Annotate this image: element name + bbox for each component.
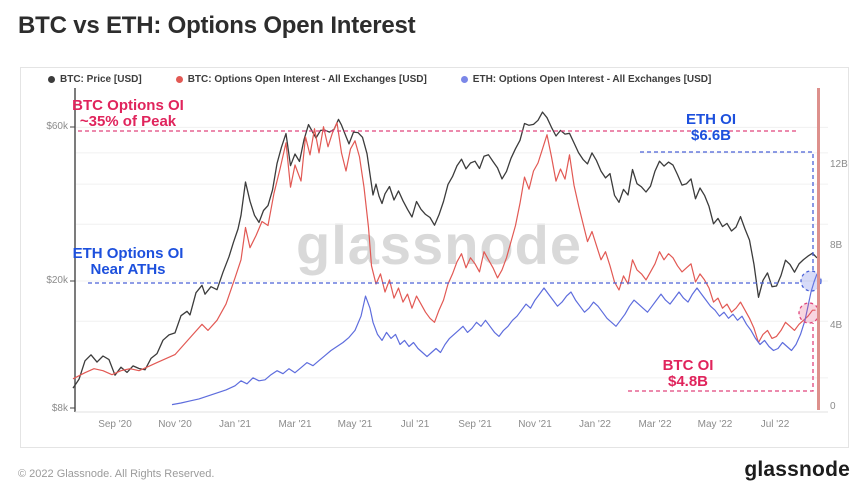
legend-dot-icon (48, 75, 55, 83)
annotation-line: $4.8B (667, 373, 709, 390)
axis-tick-label: 0 (830, 401, 836, 412)
annotation-line: ETH Options OI (72, 245, 184, 262)
glassnode-logo: glassnode (744, 458, 850, 481)
axis-tick-label: Nov '21 (518, 419, 552, 430)
annotation-line: Near ATHs (90, 261, 166, 278)
annotation-eth-oi-ath: ETH Options OI Near ATHs (48, 246, 208, 278)
axis-tick-label: Jan '21 (219, 419, 251, 430)
annotation-line: $6.6B (690, 127, 732, 144)
axis-tick-label: $20k (46, 275, 68, 286)
glassnode-watermark: glassnode (296, 213, 582, 276)
annotation-btc-oi-value: BTC OI $4.8B (628, 358, 748, 390)
axis-tick-label: $8k (51, 403, 68, 414)
legend-label: ETH: Options Open Interest - All Exchang… (472, 73, 712, 85)
axis-tick-label: 12B (830, 159, 848, 170)
legend-item[interactable]: BTC: Options Open Interest - All Exchang… (175, 73, 427, 85)
axis-tick-label: Sep '20 (98, 419, 132, 430)
axis-tick-label: 8B (830, 240, 843, 251)
annotation-eth-oi-value: ETH OI $6.6B (651, 112, 771, 144)
axis-tick-label: May '22 (697, 419, 733, 430)
axis-tick-label: Sep '21 (458, 419, 492, 430)
axis-tick-label: May '21 (337, 419, 373, 430)
annotation-line: BTC OI (662, 357, 714, 374)
axis-tick-label: 4B (830, 320, 843, 331)
axis-tick-label: $60k (46, 121, 68, 132)
axis-tick-label: Jul '21 (400, 419, 430, 430)
axis-tick-label: Jul '22 (760, 419, 790, 430)
annotation-btc-oi-peak: BTC Options OI ~35% of Peak (58, 98, 198, 130)
annotation-line: BTC Options OI (72, 97, 184, 114)
axis-tick-label: Jan '22 (579, 419, 611, 430)
legend-item[interactable]: BTC: Price [USD] (48, 74, 142, 85)
annotation-line: ~35% of Peak (79, 113, 177, 130)
axis-tick-label: Mar '22 (638, 419, 672, 430)
legend-dot-icon (460, 75, 468, 83)
legend-label: BTC: Price [USD] (60, 73, 142, 85)
page-title: BTC vs ETH: Options Open Interest (18, 12, 416, 39)
copyright-text: © 2022 Glassnode. All Rights Reserved. (18, 468, 215, 480)
legend-label: BTC: Options Open Interest - All Exchang… (187, 73, 427, 85)
legend-item[interactable]: ETH: Options Open Interest - All Exchang… (460, 73, 712, 85)
axis-tick-label: Nov '20 (158, 419, 192, 430)
axis-tick-label: Mar '21 (278, 419, 312, 430)
legend-dot-icon (175, 75, 183, 83)
annotation-line: ETH OI (685, 111, 736, 128)
chart-legend: BTC: Price [USD] BTC: Options Open Intere… (48, 71, 711, 87)
